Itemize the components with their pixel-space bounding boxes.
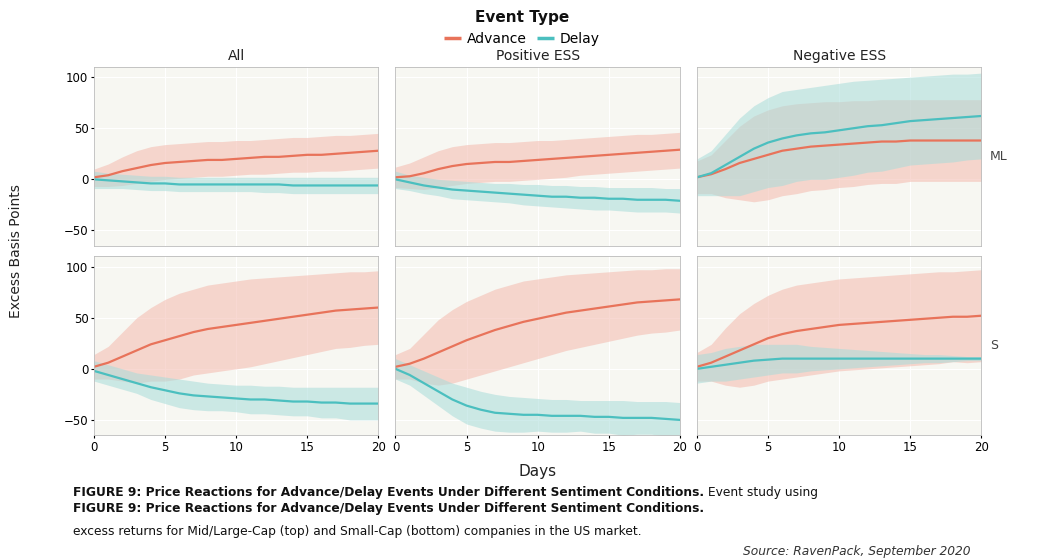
Text: Source: RavenPack, September 2020: Source: RavenPack, September 2020 — [743, 545, 971, 558]
Title: Negative ESS: Negative ESS — [792, 49, 885, 63]
Title: Positive ESS: Positive ESS — [496, 49, 579, 63]
Text: excess returns for Mid/Large-Cap (top) and Small-Cap (bottom) companies in the U: excess returns for Mid/Large-Cap (top) a… — [73, 525, 642, 538]
Text: Excess Basis Points: Excess Basis Points — [8, 184, 23, 318]
Text: FIGURE 9: Price Reactions for Advance/Delay Events Under Different Sentiment Con: FIGURE 9: Price Reactions for Advance/De… — [73, 486, 705, 499]
Text: ML: ML — [990, 150, 1007, 163]
Text: Event study using: Event study using — [705, 486, 818, 499]
Text: Days: Days — [519, 464, 556, 479]
Legend: Advance, Delay: Advance, Delay — [445, 10, 599, 46]
Title: All: All — [228, 49, 244, 63]
Text: S: S — [990, 339, 998, 352]
Text: FIGURE 9: Price Reactions for Advance/Delay Events Under Different Sentiment Con: FIGURE 9: Price Reactions for Advance/De… — [73, 502, 705, 515]
